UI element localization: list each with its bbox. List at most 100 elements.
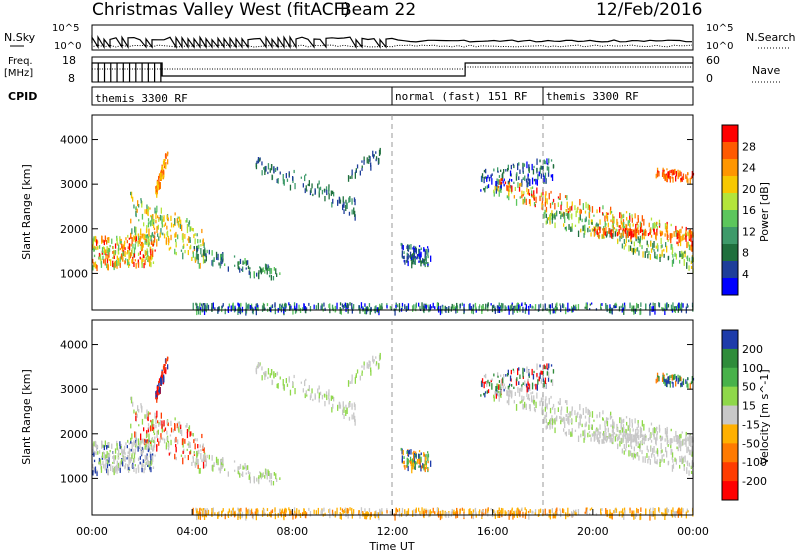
velocity-point (643, 434, 645, 441)
velocity-point (652, 507, 654, 511)
velocity-point (508, 513, 510, 520)
colorbar-swatch (722, 159, 738, 177)
velocity-point (463, 508, 465, 514)
velocity-point (418, 461, 420, 465)
velocity-point (418, 453, 420, 460)
velocity-point (605, 431, 607, 439)
velocity-point (167, 422, 169, 427)
power-point (574, 205, 576, 211)
velocity-point (238, 508, 240, 512)
power-point (560, 204, 562, 211)
power-point (544, 194, 547, 198)
power-point (258, 270, 260, 274)
velocity-point (535, 401, 537, 409)
power-point (196, 308, 198, 316)
power-point (655, 256, 657, 259)
power-point (147, 218, 150, 222)
velocity-point (328, 509, 330, 513)
power-point (468, 304, 470, 309)
velocity-point (95, 451, 97, 456)
power-point (480, 189, 482, 192)
power-point (424, 251, 427, 258)
velocity-point (537, 379, 539, 385)
colorbar-tick-label: 24 (742, 162, 756, 175)
power-point (116, 238, 118, 245)
velocity-point (92, 449, 94, 454)
power-point (618, 230, 620, 236)
velocity-point (114, 448, 117, 454)
velocity-point (396, 509, 398, 512)
power-point (137, 259, 139, 264)
velocity-point (167, 447, 170, 451)
velocity-point (611, 512, 613, 520)
power-point (593, 214, 595, 217)
power-point (679, 170, 681, 177)
velocity-point (540, 378, 542, 384)
power-point (608, 230, 610, 234)
power-point (369, 156, 371, 162)
power-point (174, 248, 176, 255)
power-point (148, 233, 150, 238)
velocity-point (620, 419, 623, 425)
velocity-point (285, 378, 287, 384)
velocity-point (351, 513, 353, 519)
power-point (581, 218, 583, 223)
velocity-point (339, 507, 342, 511)
power-point (685, 226, 687, 232)
power-point (141, 200, 143, 208)
velocity-point (672, 463, 675, 469)
velocity-point (450, 511, 452, 517)
power-point (161, 219, 163, 224)
velocity-point (507, 511, 510, 515)
velocity-point (405, 511, 407, 517)
velocity-point (595, 430, 597, 436)
velocity-point (578, 422, 580, 429)
velocity-point (690, 465, 692, 469)
velocity-point (670, 438, 672, 445)
velocity-point (547, 377, 550, 382)
velocity-point (646, 445, 648, 451)
velocity-point (548, 513, 550, 518)
power-point (135, 262, 137, 269)
power-point (670, 233, 672, 240)
power-point (144, 240, 146, 245)
velocity-point (665, 431, 667, 438)
power-point (415, 248, 417, 253)
velocity-point (153, 439, 155, 443)
velocity-point (406, 510, 408, 516)
velocity-point (636, 453, 638, 457)
velocity-point (419, 510, 421, 515)
velocity-point (158, 378, 161, 384)
power-point (633, 229, 635, 233)
velocity-point (639, 443, 641, 449)
velocity-point (610, 415, 613, 419)
velocity-point (355, 375, 357, 378)
velocity-point (558, 403, 560, 405)
velocity-point (99, 458, 102, 466)
velocity-point (663, 374, 665, 377)
velocity-point (305, 378, 307, 381)
power-point (163, 159, 165, 166)
power-point (394, 308, 396, 316)
velocity-point (180, 424, 182, 429)
power-point (158, 236, 160, 241)
velocity-point (500, 374, 502, 377)
power-point (306, 189, 308, 192)
velocity-point (123, 447, 126, 454)
velocity-point (621, 448, 623, 454)
power-point (156, 239, 158, 242)
power-point (130, 218, 132, 224)
power-point (519, 196, 521, 199)
power-point (549, 220, 551, 225)
velocity-point (529, 384, 531, 391)
power-point (622, 307, 624, 311)
power-point (141, 241, 144, 248)
velocity-point (157, 391, 159, 396)
power-point (497, 185, 499, 188)
power-point (363, 156, 365, 162)
power-point (514, 305, 516, 310)
velocity-point (423, 464, 426, 471)
power-point (423, 259, 425, 265)
velocity-point (306, 394, 308, 397)
velocity-point (620, 437, 622, 443)
